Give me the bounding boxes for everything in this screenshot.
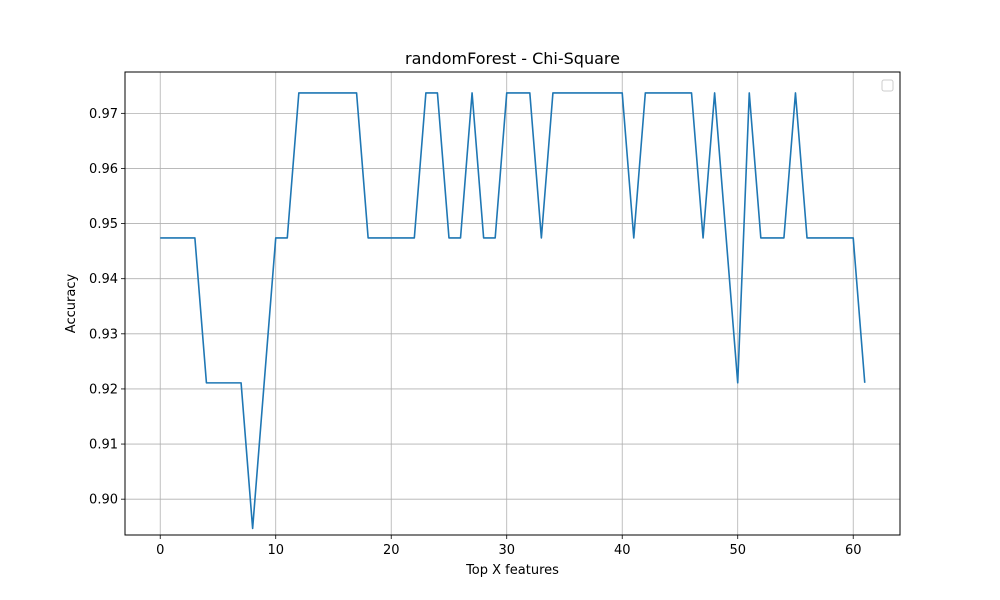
y-tick-label: 0.94 — [89, 272, 118, 287]
x-axis-label: Top X features — [465, 563, 559, 578]
y-tick-label: 0.91 — [89, 438, 118, 453]
plot-frame — [124, 71, 901, 536]
y-tick-label: 0.95 — [89, 217, 118, 232]
y-tick-label: 0.92 — [89, 382, 118, 397]
x-tick-label: 10 — [267, 543, 284, 558]
y-axis-label: Accuracy — [64, 274, 79, 334]
y-tick-label: 0.97 — [89, 107, 118, 122]
x-tick-label: 40 — [614, 543, 631, 558]
x-tick-label: 60 — [845, 543, 862, 558]
axis-ticks: 0 10 20 30 40 50 60 0.90 0.91 0.92 0.93 0.94 0.95 0.9… — [89, 107, 861, 558]
x-tick-label: 30 — [498, 543, 515, 558]
series-layer — [160, 92, 866, 530]
x-tick-label: 50 — [729, 543, 746, 558]
legend-box — [881, 79, 894, 92]
y-tick-label: 0.96 — [89, 162, 118, 177]
grid — [125, 72, 900, 535]
accuracy-series-line — [160, 92, 866, 530]
y-tick-label: 0.93 — [89, 327, 118, 342]
y-tick-label: 0.90 — [89, 493, 118, 508]
x-tick-label: 0 — [156, 543, 164, 558]
x-tick-label: 20 — [383, 543, 400, 558]
chart-title: randomForest - Chi-Square — [405, 49, 620, 68]
